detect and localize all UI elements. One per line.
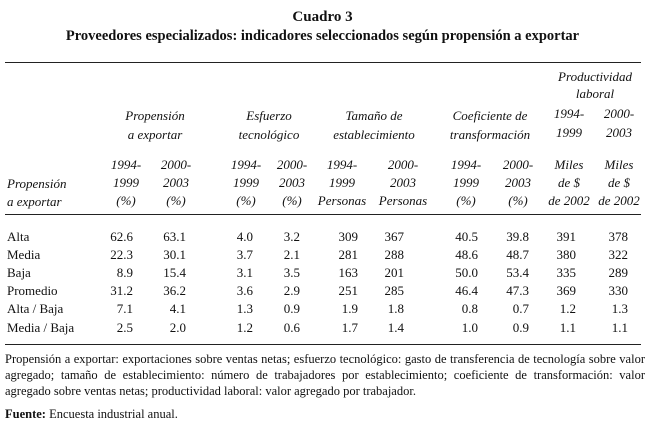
table-cell: 8.9 — [116, 265, 133, 281]
table-cell: 1.3 — [236, 301, 253, 317]
table-cell: 3.6 — [236, 283, 253, 299]
table-cell: 2.5 — [116, 319, 133, 335]
table-cell: 1.2 — [236, 319, 253, 335]
header-rule — [5, 214, 641, 215]
unit-header: Miles de $ de 2002 — [598, 157, 640, 208]
table-cell: 1.3 — [611, 301, 628, 317]
year-header: 1994- 1999 — [553, 106, 585, 140]
table-cell: 53.4 — [506, 265, 529, 281]
table-cell: 289 — [608, 265, 629, 281]
table-cell: 1.1 — [611, 319, 628, 335]
row-label: Promedio — [7, 283, 58, 299]
table-cell: 31.2 — [110, 283, 133, 299]
group-header-coeficiente: Coeficiente de transformación — [449, 108, 531, 142]
row-label-header: Propensión a exportar — [7, 176, 67, 209]
year-header: 2000- 2003 — [603, 106, 635, 140]
year-header: 1994- 1999 (%) — [110, 157, 142, 208]
row-label: Baja — [7, 265, 31, 281]
table-cell: 0.6 — [283, 319, 300, 335]
table-cell: 1.9 — [341, 301, 358, 317]
table-title: Proveedores especializados: indicadores … — [65, 28, 580, 44]
table-cell: 0.8 — [461, 301, 478, 317]
table-cell: 15.4 — [163, 265, 186, 281]
group-header-esfuerzo: Esfuerzo tecnológico — [238, 108, 300, 142]
table-cell: 48.6 — [455, 247, 478, 263]
table-cell: 47.3 — [506, 283, 529, 299]
table-cell: 163 — [338, 265, 359, 281]
table-cell: 36.2 — [163, 283, 186, 299]
year-header: 2000- 2003 (%) — [502, 157, 534, 208]
table-cell: 40.5 — [455, 229, 478, 244]
definitions-note: Propensión a exportar: exportaciones sob… — [5, 352, 645, 398]
table-cell: 48.7 — [506, 247, 529, 263]
year-header: 1994- 1999 (%) — [450, 157, 482, 208]
table-cell: 1.8 — [387, 301, 404, 317]
row-label: Media — [7, 247, 41, 263]
table-cell: 2.1 — [283, 247, 300, 263]
group-header-tamano: Tamaño de establecimiento — [333, 108, 415, 142]
table-cell: 1.2 — [559, 301, 576, 317]
year-header: 2000- 2003 (%) — [276, 157, 308, 208]
table-cell: 3.5 — [283, 265, 300, 281]
table-cell: 1.4 — [387, 319, 404, 335]
group-header-productividad: Productividad laboral — [558, 69, 632, 101]
table-cell: 322 — [608, 247, 629, 263]
table-cell: 335 — [556, 265, 577, 281]
table-cell: 50.0 — [455, 265, 478, 281]
table-number: Cuadro 3 — [292, 9, 353, 25]
year-header: 2000- 2003 Personas — [378, 157, 428, 208]
table-cell: 380 — [556, 247, 577, 263]
table-cell: 2.9 — [283, 283, 300, 299]
table-cell: 22.3 — [110, 247, 133, 263]
table-cell: 7.1 — [116, 301, 133, 317]
table-cell: 367 — [384, 229, 405, 244]
top-rule — [5, 62, 641, 63]
table-cell: 0.9 — [512, 319, 529, 335]
table-cell: 46.4 — [455, 283, 478, 299]
table-cell: 1.0 — [461, 319, 478, 335]
table-cell: 3.7 — [236, 247, 253, 263]
table-cell: 330 — [608, 283, 629, 299]
table-cell: 3.2 — [283, 229, 300, 244]
table-cell: 3.1 — [236, 265, 253, 281]
source-label: Fuente: — [5, 407, 46, 421]
table-cell: 309 — [338, 229, 359, 244]
year-header: 1994- 1999 Personas — [317, 157, 367, 208]
table-cell: 281 — [338, 247, 359, 263]
table-cell: 4.1 — [169, 301, 186, 317]
table-cell: 2.0 — [169, 319, 186, 335]
table-cell: 4.0 — [236, 229, 253, 244]
table-cell: 251 — [338, 283, 359, 299]
table-cell: 0.7 — [512, 301, 529, 317]
source-line: Fuente: Encuesta industrial anual. — [5, 407, 178, 422]
table-cell: 285 — [384, 283, 405, 299]
unit-header: Miles de $ de 2002 — [548, 157, 590, 208]
year-header: 1994- 1999 (%) — [230, 157, 262, 208]
table-cell: 0.9 — [283, 301, 300, 317]
row-label: Media / Baja — [7, 319, 75, 335]
table-cell: 378 — [608, 229, 629, 244]
bottom-rule — [5, 344, 641, 345]
table-cell: 1.1 — [559, 319, 576, 335]
table-cell: 30.1 — [163, 247, 186, 263]
year-header: 2000- 2003 (%) — [160, 157, 192, 208]
table-cell: 288 — [384, 247, 405, 263]
table-cell: 63.1 — [163, 229, 186, 244]
source-text: Encuesta industrial anual. — [49, 407, 178, 421]
table-cell: 369 — [556, 283, 577, 299]
table-cell: 62.6 — [110, 229, 133, 244]
table-cell: 1.7 — [341, 319, 358, 335]
group-header-propension: Propensión a exportar — [125, 108, 185, 142]
table-cell: 39.8 — [506, 229, 529, 244]
row-label: Alta — [7, 229, 30, 244]
table-cell: 201 — [384, 265, 405, 281]
row-label: Alta / Baja — [7, 301, 64, 317]
table-cell: 391 — [556, 229, 577, 244]
